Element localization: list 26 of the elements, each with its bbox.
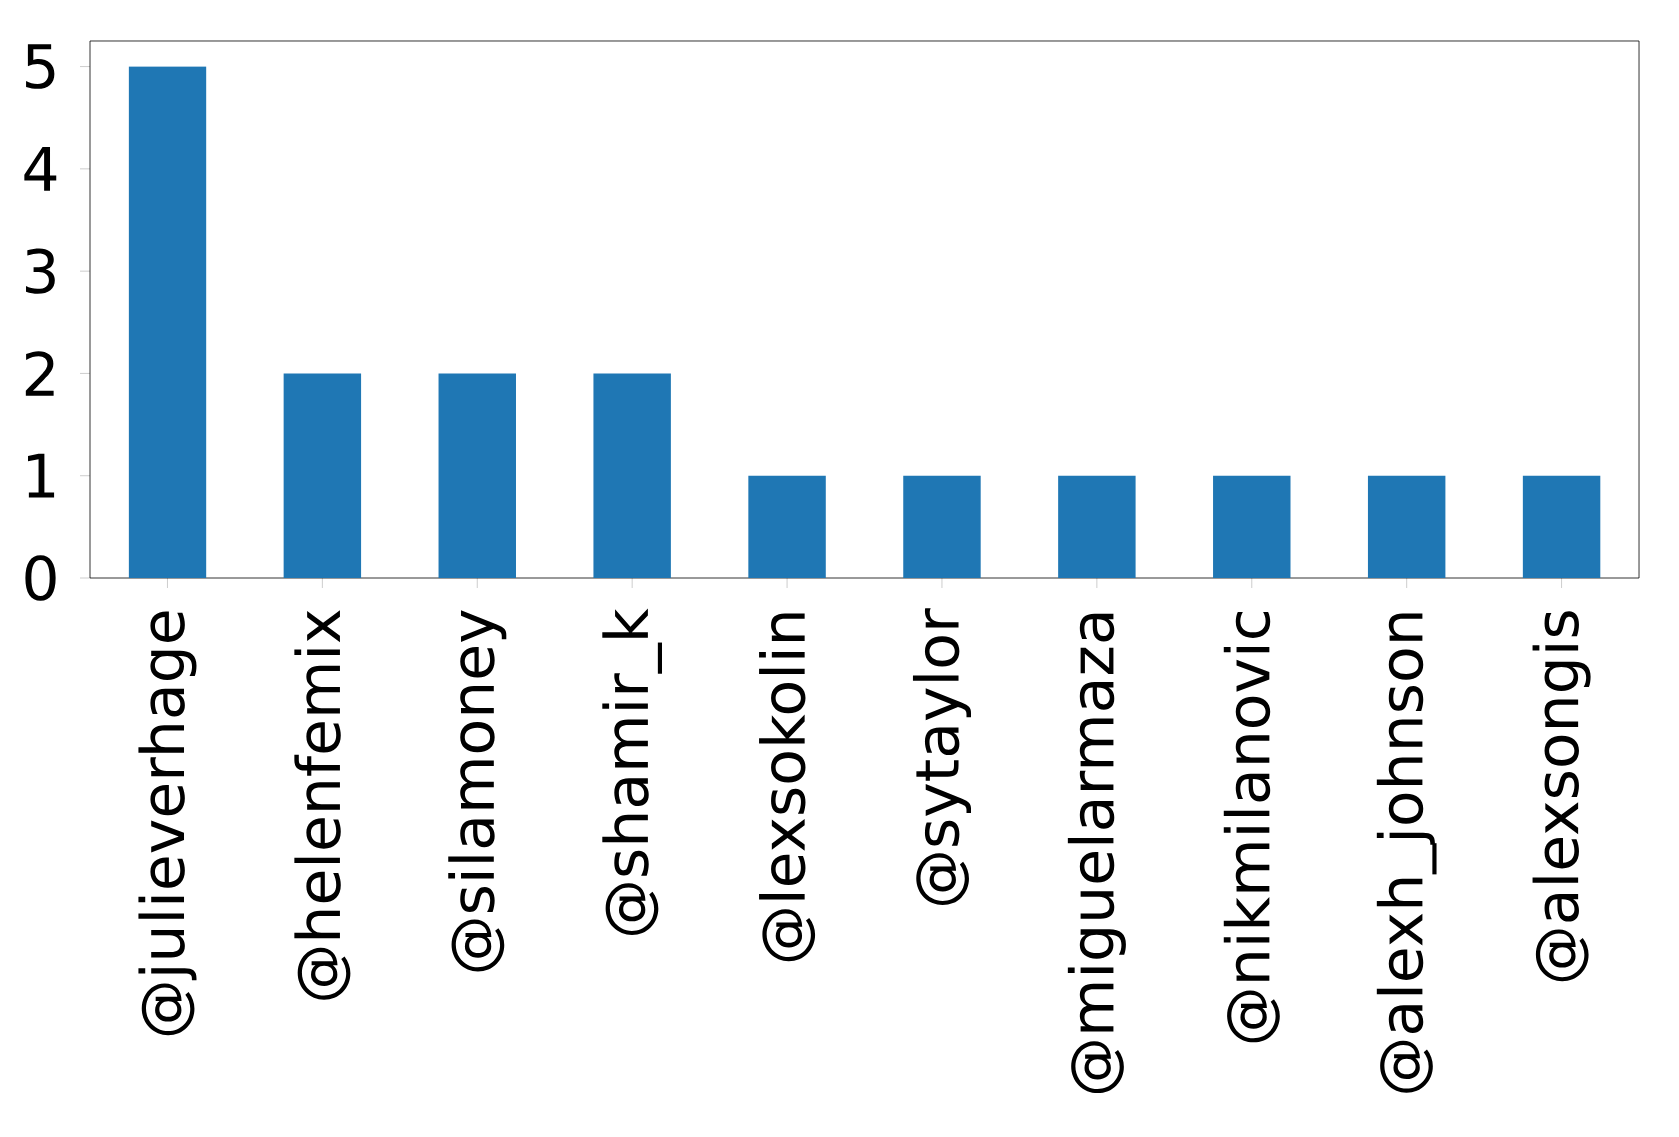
bar (1367, 475, 1446, 579)
y-tick-label: 2 (25, 351, 54, 396)
bar (1522, 475, 1601, 579)
y-tick-label: 3 (26, 248, 55, 294)
bar (1213, 475, 1291, 579)
bar (748, 475, 826, 579)
y-tick-label: 0 (25, 555, 56, 601)
x-tick-label: @shamir_k (602, 608, 663, 936)
bar (1058, 475, 1136, 579)
y-tick-label: 1 (28, 453, 55, 498)
x-tick-label: @nikmilanovic (1223, 612, 1280, 1043)
y-tick-label: 5 (26, 44, 55, 89)
y-tick-label: 4 (24, 146, 57, 191)
x-tick-label: @lexsokolin (759, 613, 816, 962)
x-tick-label: @sytaylor (912, 608, 972, 906)
bar (128, 66, 207, 579)
bar (438, 373, 516, 579)
x-tick-label: @julieverhage (138, 611, 197, 1036)
bar (593, 373, 671, 579)
x-tick-label: @miguelarmaza (1067, 613, 1126, 1094)
x-tick-label: @helenfemix (294, 610, 351, 1000)
bar (903, 475, 981, 579)
x-tick-label: @alexsongis (1532, 611, 1591, 982)
x-tick-label: @alexh_johnson (1376, 613, 1437, 1093)
bar (283, 373, 362, 579)
x-tick-label: @silamoney (448, 610, 507, 972)
